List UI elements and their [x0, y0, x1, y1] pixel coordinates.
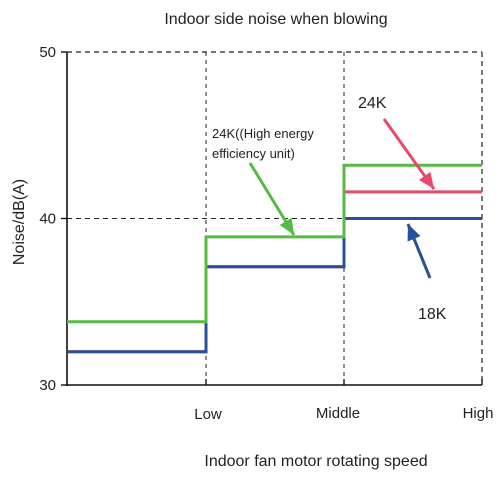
x-tick-label-low: Low — [194, 406, 222, 423]
series-line-18k — [67, 217, 482, 354]
chart-title: Indoor side noise when blowing — [164, 11, 387, 28]
x-axis-title: Indoor fan motor rotating speed — [204, 453, 427, 470]
y-tick-label-30: 30 — [39, 377, 56, 394]
annotation-18k-line-1: 18K — [418, 306, 447, 323]
arrow-18k-head — [407, 224, 421, 242]
x-tick-label-high: High — [463, 405, 494, 422]
y-axis-title: Noise/dB(A) — [11, 179, 28, 265]
series-line-24k-high-efficiency — [67, 163, 482, 324]
y-tick-label-50: 50 — [39, 44, 56, 61]
annotation-24k-line-1: 24K — [358, 95, 387, 112]
axes — [61, 51, 483, 386]
tick-labels: 50 40 30 Low Middle High — [39, 44, 493, 423]
series-line-24k — [67, 190, 482, 354]
annotation-24k-high-efficiency-line-1: 24K((High energy — [212, 126, 314, 141]
series-group — [67, 163, 482, 354]
y-tick-label-40: 40 — [39, 211, 56, 228]
annotations: 24K((High energy efficiency unit) 24K 18K — [212, 95, 447, 323]
arrow-24k-head — [419, 171, 434, 189]
annotation-24k-high-efficiency-line-2: efficiency unit) — [212, 146, 295, 161]
arrow-24k-high-efficiency-head — [279, 217, 294, 235]
x-tick-label-middle: Middle — [316, 405, 360, 422]
